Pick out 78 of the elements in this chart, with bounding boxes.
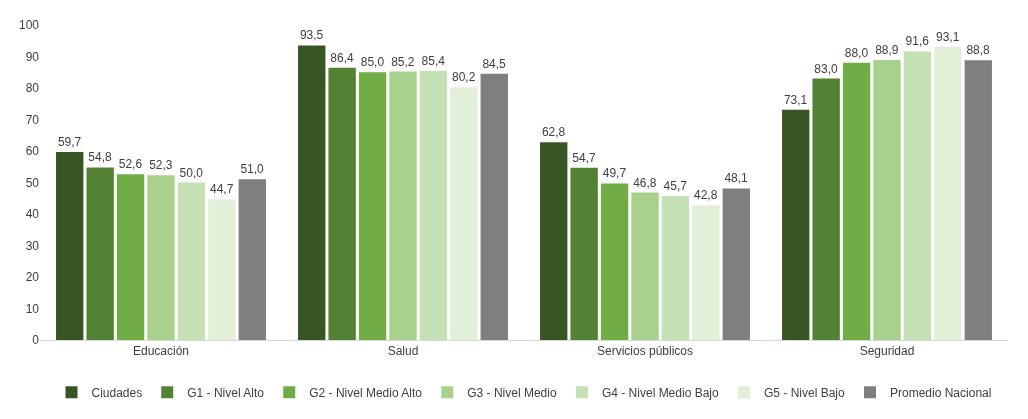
data-label: 85,2 xyxy=(391,54,415,69)
bar xyxy=(540,142,568,340)
bar xyxy=(873,59,901,340)
bar xyxy=(298,45,326,340)
data-label: 51,0 xyxy=(240,162,265,177)
data-label: 93,1 xyxy=(936,29,960,44)
bar xyxy=(56,151,84,340)
bar xyxy=(116,174,145,340)
bar xyxy=(389,71,417,340)
legend-label: Ciudades xyxy=(91,385,143,400)
x-tick-label: Servicios públicos xyxy=(596,344,694,359)
y-tick-label: 20 xyxy=(25,270,40,285)
data-label: 49,7 xyxy=(602,166,627,181)
data-label: 44,7 xyxy=(210,182,234,197)
data-label: 42,8 xyxy=(694,188,718,203)
data-label: 50,0 xyxy=(179,165,204,180)
bar xyxy=(419,70,448,340)
legend-label: G1 - Nivel Alto xyxy=(187,385,265,400)
data-label: 59,7 xyxy=(57,134,82,149)
bar xyxy=(480,73,508,340)
data-label: 54,8 xyxy=(88,150,112,165)
data-label: 85,4 xyxy=(421,53,446,68)
data-label: 93,5 xyxy=(299,28,324,43)
y-tick-label: 50 xyxy=(25,175,40,190)
x-tick-label: Salud xyxy=(387,344,419,359)
data-label: 85,0 xyxy=(360,55,385,70)
data-label: 54,7 xyxy=(572,150,596,165)
bar xyxy=(782,109,810,340)
x-tick-label: Seguridad xyxy=(859,344,915,359)
bar xyxy=(238,179,266,340)
bar xyxy=(934,46,962,340)
bar xyxy=(208,199,236,340)
legend-label: G4 - Nivel Medio Bajo xyxy=(601,385,719,400)
data-label: 73,1 xyxy=(783,92,808,107)
data-label: 86,4 xyxy=(330,50,354,65)
data-label: 52,3 xyxy=(149,158,173,173)
data-label: 88,0 xyxy=(844,45,869,60)
y-tick-label: 60 xyxy=(25,144,40,159)
y-tick-label: 100 xyxy=(18,18,40,33)
bar xyxy=(903,51,932,340)
y-tick-label: 30 xyxy=(25,238,40,253)
x-tick-label: Educación xyxy=(132,344,190,359)
data-label: 88,9 xyxy=(875,42,899,57)
bar xyxy=(147,175,175,340)
y-tick-label: 10 xyxy=(25,301,40,316)
data-label: 52,6 xyxy=(118,157,143,172)
data-label: 83,0 xyxy=(814,61,838,76)
bar xyxy=(358,72,387,340)
bar xyxy=(570,167,598,340)
bar xyxy=(661,196,690,340)
bar xyxy=(328,67,356,340)
y-tick-label: 0 xyxy=(32,333,40,348)
bar xyxy=(177,182,206,340)
legend-label: G2 - Nivel Medio Alto xyxy=(309,385,423,400)
y-tick-label: 40 xyxy=(25,207,40,222)
legend-label: G3 - Nivel Medio xyxy=(467,385,557,400)
data-label: 84,5 xyxy=(482,56,507,71)
bar xyxy=(692,205,720,340)
legend-label: G5 - Nivel Bajo xyxy=(763,385,846,400)
bar xyxy=(600,183,629,340)
bar xyxy=(631,192,659,340)
bar xyxy=(722,188,750,340)
data-label: 45,7 xyxy=(663,179,688,194)
data-label: 46,8 xyxy=(633,175,657,190)
data-label: 91,6 xyxy=(905,34,930,49)
bar xyxy=(964,60,992,340)
data-label: 48,1 xyxy=(724,171,749,186)
data-label: 80,2 xyxy=(452,70,476,85)
data-label: 62,8 xyxy=(541,125,566,140)
bar xyxy=(86,167,114,340)
data-label: 88,8 xyxy=(966,43,991,58)
bar xyxy=(812,78,840,340)
y-tick-label: 90 xyxy=(25,49,40,64)
y-tick-label: 80 xyxy=(25,81,40,96)
y-tick-label: 70 xyxy=(25,112,40,127)
legend-label: Promedio Nacional xyxy=(890,385,992,400)
bar xyxy=(842,62,871,340)
bar xyxy=(450,87,478,340)
